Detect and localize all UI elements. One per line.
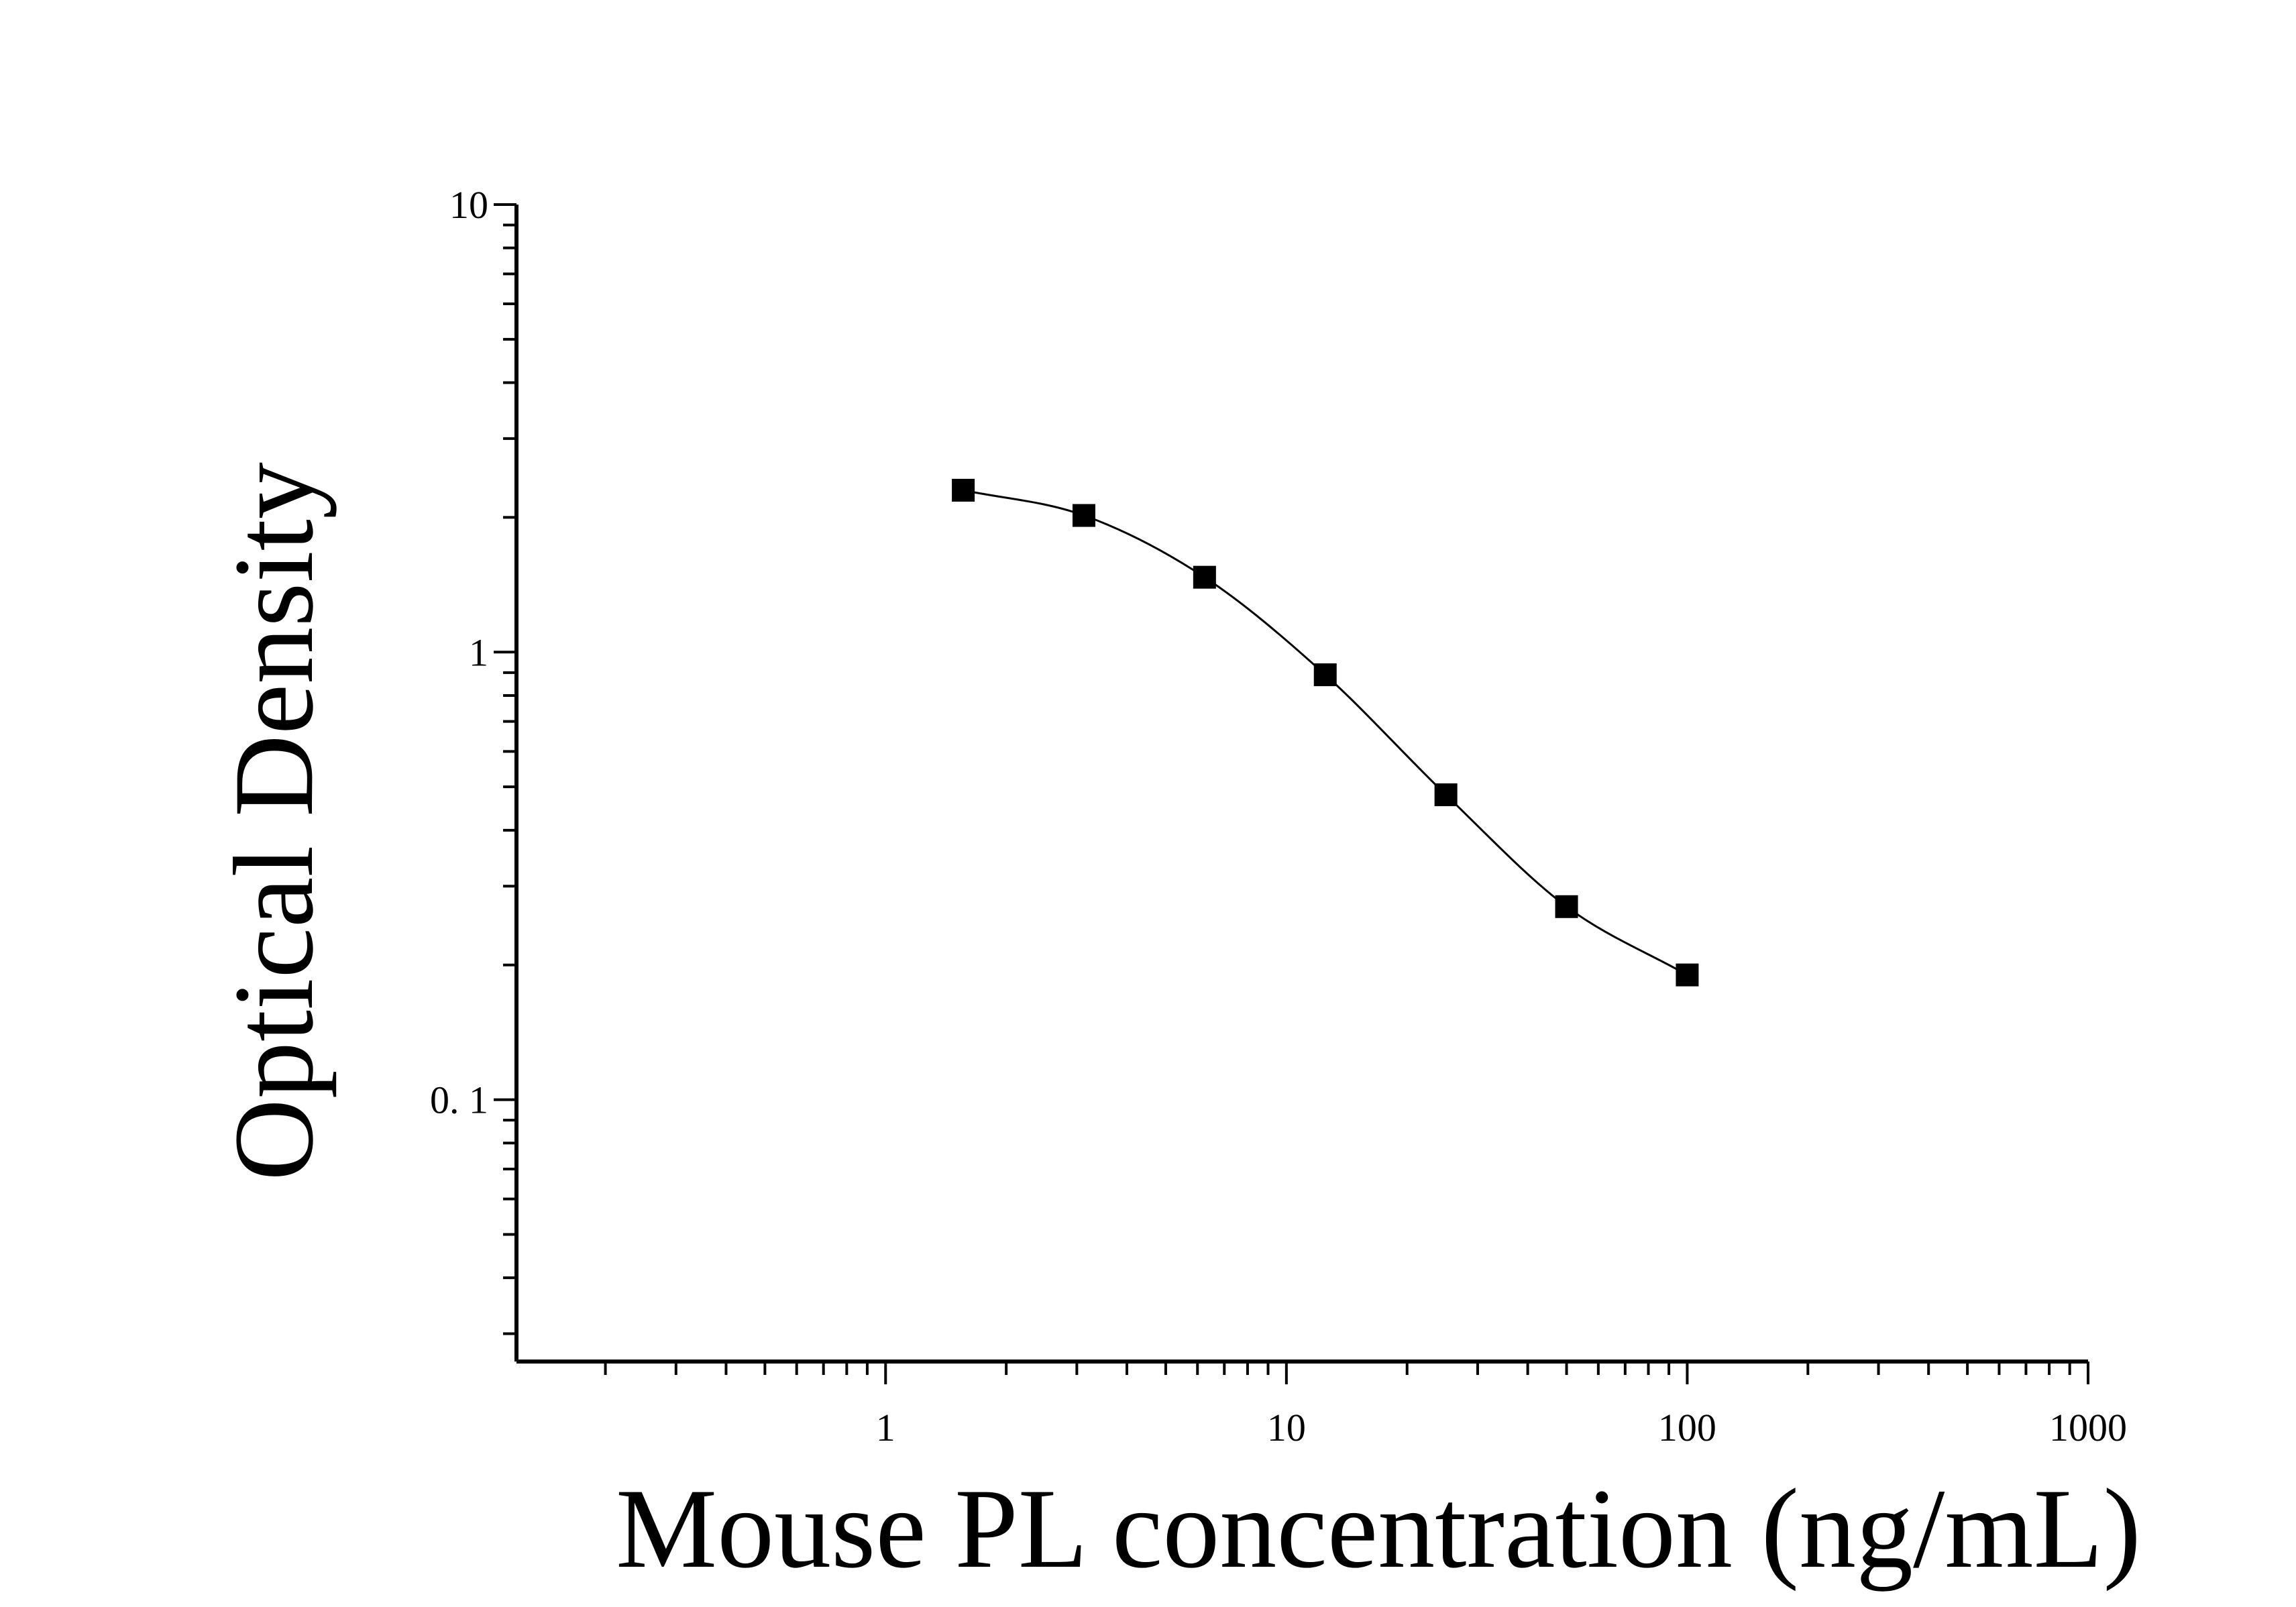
x-tick-label: 100 (1658, 1406, 1716, 1449)
data-point-marker (1072, 504, 1095, 527)
data-point-marker (1313, 663, 1337, 687)
x-axis-title: Mouse PL concentration (ng/mL) (616, 1465, 2141, 1592)
fit-curve (963, 489, 1688, 976)
y-axis-title: Optical Density (211, 462, 337, 1181)
data-point-marker (1676, 963, 1699, 987)
y-tick-label: 10 (449, 183, 488, 227)
y-tick-label: 0. 1 (430, 1078, 488, 1122)
data-point-marker (1434, 783, 1458, 807)
data-point-marker (952, 478, 975, 502)
x-tick-label: 10 (1267, 1406, 1306, 1449)
ticks (494, 203, 2089, 1384)
data-point-marker (1193, 565, 1216, 589)
data-point-marker (1555, 895, 1578, 918)
x-tick-label: 1000 (2049, 1406, 2127, 1449)
data-points (952, 478, 1699, 987)
x-tick-label: 1 (876, 1406, 895, 1449)
tick-labels: 1 10 100 1000 0. 1 1 10 (430, 183, 2127, 1449)
axes (514, 205, 2088, 1364)
y-tick-label: 1 (469, 630, 488, 674)
